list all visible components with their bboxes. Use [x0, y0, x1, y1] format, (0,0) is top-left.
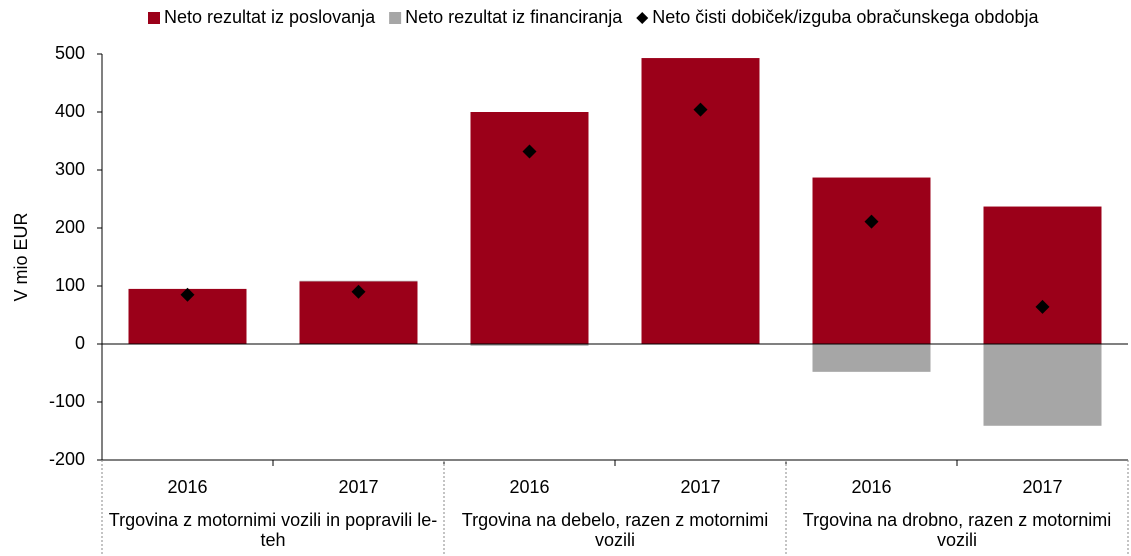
marker	[693, 102, 708, 117]
bar	[812, 177, 931, 344]
x-tick-label: 2016	[851, 477, 891, 497]
marker	[180, 287, 195, 302]
x-tick-label: 2016	[167, 477, 207, 497]
x-tick-label: 2017	[1022, 477, 1062, 497]
x-tick-label: 2017	[338, 477, 378, 497]
bar	[983, 206, 1102, 344]
y-tick-label: 100	[55, 275, 85, 295]
marker	[351, 284, 366, 299]
bar	[299, 280, 418, 282]
y-tick-label: 300	[55, 159, 85, 179]
y-tick-label: 500	[55, 43, 85, 63]
x-tick-label: 2016	[509, 477, 549, 497]
bar	[470, 344, 589, 346]
marker	[1035, 299, 1050, 314]
legend-swatch	[389, 12, 402, 24]
bar	[812, 344, 931, 372]
marker	[522, 144, 537, 159]
y-tick-label: 0	[75, 333, 85, 353]
bar	[983, 344, 1102, 426]
y-tick-label: -200	[49, 449, 85, 469]
y-tick-label: 400	[55, 101, 85, 121]
y-axis-label: V mio EUR	[11, 212, 31, 301]
legend-label: Neto čisti dobiček/izguba obračunskega o…	[652, 7, 1039, 27]
legend-marker	[636, 12, 649, 24]
bar	[641, 58, 760, 345]
legend-swatch	[148, 12, 160, 24]
group-label: Trgovina z motornimi vozili in popravili…	[108, 510, 438, 550]
marker	[864, 214, 879, 229]
group-label: Trgovina na debelo, razen z motornimi vo…	[461, 510, 769, 550]
y-tick-label: 200	[55, 217, 85, 237]
legend-label: Neto rezultat iz poslovanja	[164, 7, 376, 27]
legend-label: Neto rezultat iz financiranja	[405, 7, 623, 27]
y-tick-label: -100	[49, 391, 85, 411]
x-tick-label: 2017	[680, 477, 720, 497]
group-label: Trgovina na drobno, razen z motornimi vo…	[802, 510, 1112, 550]
